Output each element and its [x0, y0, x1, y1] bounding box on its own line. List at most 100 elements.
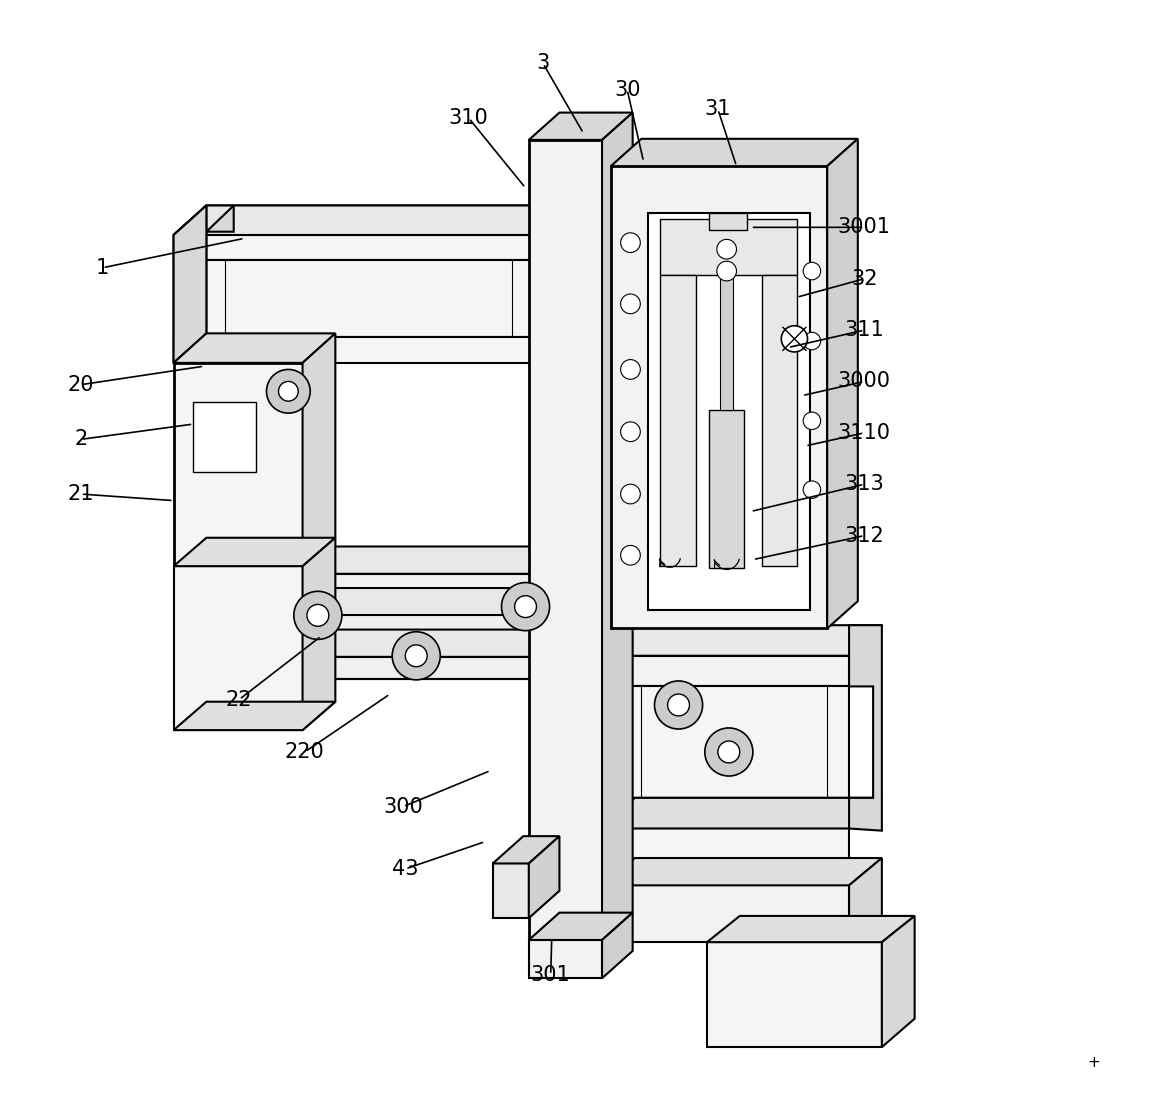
Text: 3: 3 — [536, 54, 549, 73]
Text: 300: 300 — [384, 797, 423, 816]
Polygon shape — [602, 828, 849, 885]
Polygon shape — [193, 630, 568, 657]
Circle shape — [621, 545, 640, 565]
Polygon shape — [528, 913, 632, 940]
Polygon shape — [492, 863, 528, 918]
Polygon shape — [602, 913, 632, 978]
Circle shape — [621, 484, 640, 504]
Text: 3001: 3001 — [838, 218, 891, 237]
Circle shape — [705, 728, 753, 776]
Polygon shape — [173, 333, 335, 363]
Text: 22: 22 — [225, 690, 252, 709]
Circle shape — [654, 681, 703, 729]
Text: 21: 21 — [67, 484, 94, 504]
Circle shape — [502, 583, 549, 631]
Polygon shape — [173, 205, 568, 235]
Polygon shape — [193, 615, 534, 637]
Text: 43: 43 — [392, 859, 418, 879]
Polygon shape — [193, 546, 568, 574]
Text: 313: 313 — [845, 474, 884, 494]
Circle shape — [294, 591, 342, 639]
Circle shape — [279, 381, 298, 401]
Circle shape — [668, 694, 689, 716]
Polygon shape — [849, 625, 882, 831]
Polygon shape — [173, 235, 534, 260]
Text: 3000: 3000 — [838, 372, 891, 391]
Circle shape — [803, 481, 821, 498]
Polygon shape — [602, 656, 849, 686]
Polygon shape — [602, 885, 849, 942]
Polygon shape — [303, 333, 335, 566]
Polygon shape — [622, 686, 849, 798]
Circle shape — [803, 412, 821, 430]
Text: 310: 310 — [449, 108, 489, 128]
Polygon shape — [173, 205, 568, 235]
Circle shape — [267, 369, 310, 413]
Polygon shape — [528, 940, 602, 978]
Text: 30: 30 — [614, 80, 640, 99]
Polygon shape — [707, 916, 914, 942]
Polygon shape — [173, 538, 335, 566]
Text: +: + — [1088, 1055, 1101, 1070]
Circle shape — [717, 239, 736, 259]
Text: 20: 20 — [67, 375, 94, 395]
Text: 3110: 3110 — [838, 423, 891, 443]
Polygon shape — [528, 113, 632, 140]
Polygon shape — [492, 836, 560, 863]
Polygon shape — [173, 566, 303, 730]
Polygon shape — [193, 402, 255, 472]
Text: 32: 32 — [851, 269, 877, 289]
Circle shape — [621, 294, 640, 314]
Circle shape — [621, 422, 640, 442]
Polygon shape — [602, 113, 632, 940]
Text: 301: 301 — [531, 965, 571, 985]
Polygon shape — [173, 205, 234, 363]
Polygon shape — [709, 410, 744, 568]
Circle shape — [621, 360, 640, 379]
Polygon shape — [173, 337, 534, 363]
Text: 1: 1 — [96, 258, 109, 278]
Circle shape — [406, 645, 428, 667]
Polygon shape — [303, 538, 335, 730]
Polygon shape — [882, 916, 914, 1047]
Polygon shape — [709, 213, 748, 230]
Text: 312: 312 — [845, 526, 884, 545]
Polygon shape — [849, 858, 882, 942]
Text: 31: 31 — [705, 99, 731, 119]
Polygon shape — [649, 213, 809, 610]
Polygon shape — [528, 140, 602, 940]
Polygon shape — [828, 139, 858, 628]
Circle shape — [621, 233, 640, 252]
Polygon shape — [602, 798, 882, 828]
Circle shape — [392, 632, 440, 680]
Polygon shape — [602, 625, 882, 656]
Polygon shape — [193, 574, 534, 596]
Polygon shape — [707, 942, 882, 1047]
Polygon shape — [660, 219, 796, 275]
Polygon shape — [762, 275, 796, 566]
Polygon shape — [193, 588, 568, 615]
Circle shape — [718, 741, 740, 763]
Polygon shape — [610, 166, 828, 628]
Circle shape — [717, 261, 736, 281]
Polygon shape — [720, 275, 733, 410]
Polygon shape — [660, 275, 696, 566]
Polygon shape — [173, 702, 335, 730]
Polygon shape — [602, 798, 882, 828]
Polygon shape — [610, 139, 858, 166]
Polygon shape — [173, 363, 303, 566]
Polygon shape — [173, 205, 207, 363]
Circle shape — [803, 332, 821, 350]
Circle shape — [514, 596, 536, 618]
Polygon shape — [528, 836, 560, 918]
Circle shape — [803, 262, 821, 280]
Polygon shape — [193, 657, 534, 679]
Polygon shape — [602, 798, 849, 828]
Text: 311: 311 — [845, 320, 884, 340]
Circle shape — [781, 326, 808, 352]
Text: 220: 220 — [284, 742, 325, 762]
Polygon shape — [201, 260, 534, 337]
Circle shape — [307, 604, 328, 626]
Text: 2: 2 — [74, 430, 88, 449]
Polygon shape — [602, 858, 882, 885]
